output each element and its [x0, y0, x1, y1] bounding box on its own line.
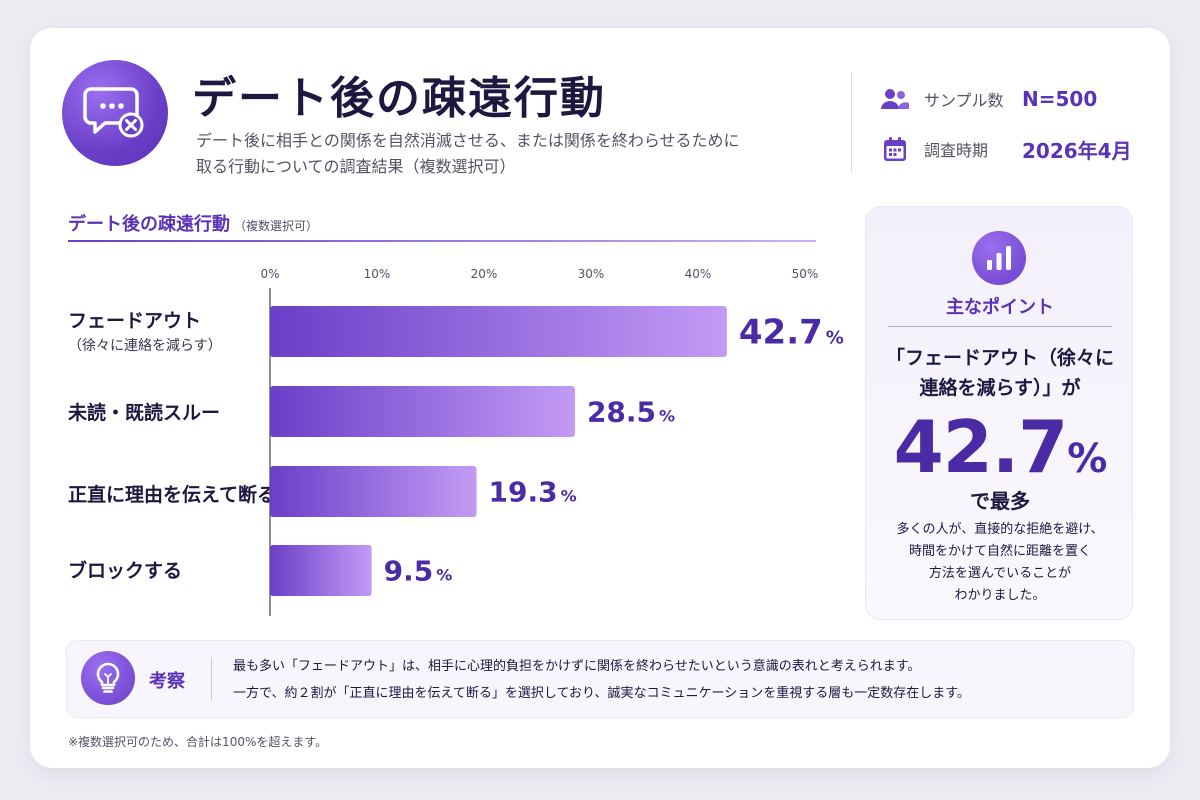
quote-line: 「フェードアウト（徐々に — [885, 347, 1114, 369]
quote-line: 連絡を減らす）」が — [919, 377, 1081, 399]
bar-value-label: 9.5% — [384, 555, 453, 588]
key-point-card: 主なポイント 「フェードアウト（徐々に 連絡を減らす）」が 42.7% で最多 … — [865, 206, 1133, 620]
x-tick-label: 30% — [578, 267, 605, 281]
users-icon — [880, 84, 910, 114]
survey-period-value: 2026年4月 — [1022, 138, 1132, 163]
key-point-number: 42.7 — [893, 405, 1069, 489]
category-label: ブロックする — [68, 556, 182, 583]
survey-period-row: 調査時期 2026年4月 — [880, 134, 1132, 164]
desc-line: 多くの人が、直接的な拒絶を避け、 — [896, 522, 1104, 537]
x-tick-label: 50% — [792, 267, 819, 281]
bar-value-label: 42.7% — [739, 313, 844, 353]
page-subtitle: デート後に相手との関係を自然消滅させる、または関係を終わらせるために 取る行動に… — [196, 128, 816, 180]
sample-size-value: N=500 — [1022, 87, 1098, 111]
key-point-quote: 「フェードアウト（徐々に 連絡を減らす）」が — [876, 343, 1124, 403]
chart-title: デート後の疎遠行動 （複数選択可） — [68, 210, 318, 236]
footnote: ※複数選択可のため、合計は100%を超えます。 — [68, 735, 328, 749]
insight-divider — [211, 657, 212, 701]
category-label-text: 正直に理由を伝えて断る — [68, 484, 277, 506]
key-point-value: 42.7% — [866, 405, 1134, 489]
category-label: フェードアウト （徐々に連絡を減らす） — [68, 306, 222, 355]
subtitle-line: 取る行動についての調査結果（複数選択可） — [196, 157, 516, 176]
x-tick-label: 20% — [471, 267, 498, 281]
chart-title-note: （複数選択可） — [234, 219, 319, 233]
survey-period-label: 調査時期 — [924, 141, 989, 160]
desc-line: 時間をかけて自然に距離を置く — [908, 544, 1091, 559]
key-point-divider — [888, 326, 1112, 327]
header-divider — [851, 72, 852, 172]
bar-value-label: 19.3% — [489, 476, 577, 509]
category-sublabel: （徐々に連絡を減らす） — [68, 338, 222, 354]
bar-chart: 0% 10% 20% 30% 40% 50% 42.7 % 28.5 % 19.3 % 9.5% — [260, 267, 844, 616]
sample-size-label: サンプル数 — [924, 91, 1004, 110]
x-tick-label: 40% — [685, 267, 712, 281]
insight-line: 最も多い「フェードアウト」は、相手に心理的負担をかけずに関係を終わらせたいという… — [233, 659, 921, 674]
calendar-icon — [880, 134, 910, 164]
category-label-text: ブロックする — [68, 560, 183, 582]
lightbulb-icon — [81, 651, 135, 705]
chart-title-underline — [68, 240, 816, 242]
category-label-text: 未読・既読スルー — [68, 402, 221, 424]
sample-size-row: サンプル数 N=500 — [880, 84, 1097, 114]
bar — [270, 545, 372, 596]
page-title: デート後の疎遠行動 — [192, 73, 606, 124]
bar — [270, 466, 477, 517]
desc-line: 方法を選んでいることが — [928, 566, 1072, 581]
insight-text: 最も多い「フェードアウト」は、相手に心理的負担をかけずに関係を終わらせたいという… — [233, 653, 1123, 707]
chart-title-text: デート後の疎遠行動 — [68, 214, 230, 235]
subtitle-line: デート後に相手との関係を自然消滅させる、または関係を終わらせるために — [196, 131, 740, 150]
key-point-most: で最多 — [970, 489, 1030, 513]
bar-chart-icon — [972, 231, 1026, 285]
bar — [270, 386, 575, 437]
key-point-title: 主なポイント — [946, 297, 1054, 318]
insight-line: 一方で、約２割が「正直に理由を伝えて断る」を選択しており、誠実なコミュニケーショ… — [233, 686, 970, 701]
key-point-unit: % — [1067, 436, 1107, 482]
bar-value-label: 28.5% — [587, 396, 675, 429]
bar — [270, 306, 727, 357]
category-label-text: フェードアウト — [68, 310, 202, 332]
insight-box: 考察 最も多い「フェードアウト」は、相手に心理的負担をかけずに関係を終わらせたい… — [66, 640, 1134, 718]
chat-bubble-close-icon — [62, 60, 168, 166]
x-tick-label: 0% — [260, 267, 279, 281]
category-label: 未読・既読スルー — [68, 398, 220, 425]
x-tick-label: 10% — [364, 267, 391, 281]
insight-label: 考察 — [149, 671, 185, 692]
key-point-description: 多くの人が、直接的な拒絶を避け、 時間をかけて自然に距離を置く 方法を選んでいる… — [874, 519, 1126, 607]
desc-line: わかりました。 — [954, 588, 1046, 603]
category-label: 正直に理由を伝えて断る — [68, 480, 276, 507]
